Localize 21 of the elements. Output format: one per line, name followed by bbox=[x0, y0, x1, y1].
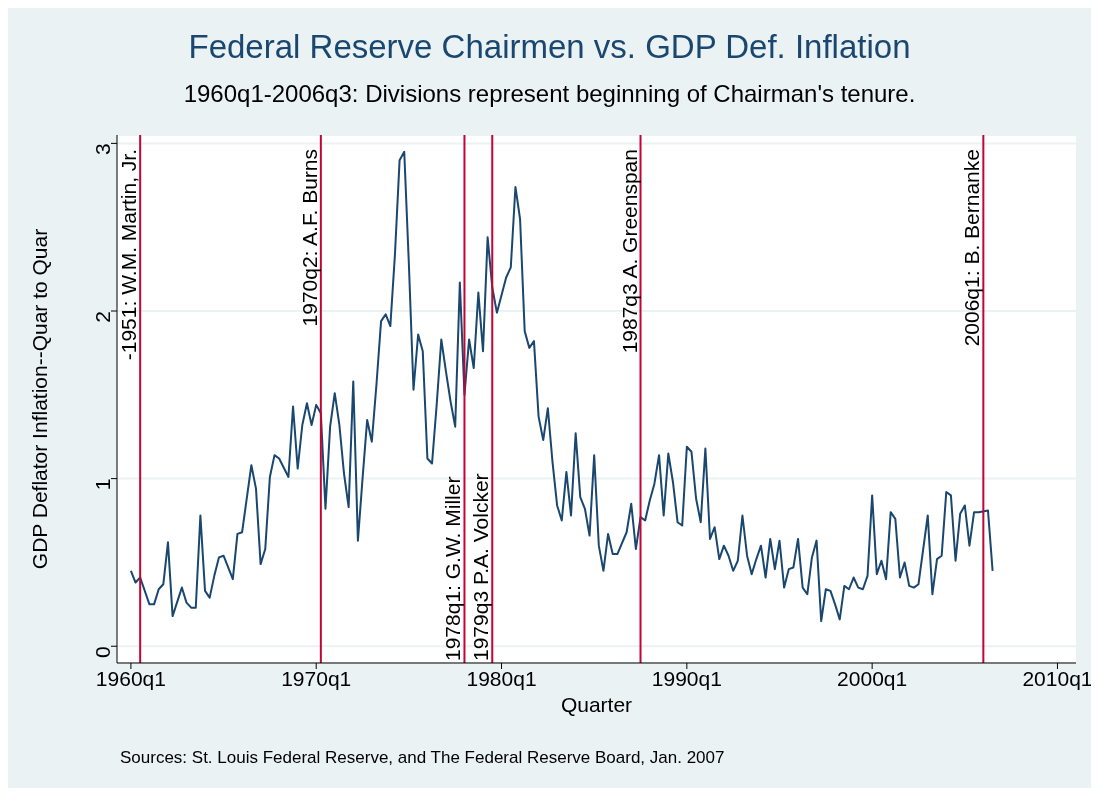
y-axis-title: GDP Deflator Inflation--Quar to Quar bbox=[28, 228, 52, 570]
ref-line-label: 2006q1: B. Bernanke bbox=[960, 149, 984, 347]
ref-line-label: 1970q2: A.F. Burns bbox=[297, 149, 321, 327]
y-tick-label: 0 bbox=[91, 646, 115, 658]
source-note: Sources: St. Louis Federal Reserve, and The Federal Reserve Board, Jan. 2007 bbox=[120, 748, 725, 768]
y-tick-label: 2 bbox=[91, 311, 115, 323]
y-tick-label: 1 bbox=[91, 478, 115, 491]
ref-line-label: 1979q3 P.A. Volcker bbox=[469, 473, 493, 661]
chart-subtitle: 1960q1-2006q3: Divisions represent beginning of Chairman's tenure. bbox=[182, 80, 917, 108]
x-tick-label: 2010q1 bbox=[1022, 666, 1093, 690]
x-tick-label: 1960q1 bbox=[95, 666, 166, 690]
x-tick-label: 2000q1 bbox=[837, 666, 908, 690]
chart-title: Federal Reserve Chairmen vs. GDP Def. Inflation bbox=[187, 28, 912, 66]
y-tick-label: 3 bbox=[91, 143, 115, 156]
x-tick-label: 1980q1 bbox=[466, 666, 537, 690]
x-axis-title: Quarter bbox=[560, 693, 633, 716]
x-tick-label: 1990q1 bbox=[651, 666, 722, 690]
ref-line-label: -1951: W.M. Martin, Jr. bbox=[117, 149, 141, 361]
ref-line-label: 1987q3 A. Greenspan bbox=[617, 149, 641, 354]
ref-line-label: 1978q1: G.W. Miller bbox=[441, 476, 465, 661]
x-tick-label: 1970q1 bbox=[281, 666, 352, 690]
